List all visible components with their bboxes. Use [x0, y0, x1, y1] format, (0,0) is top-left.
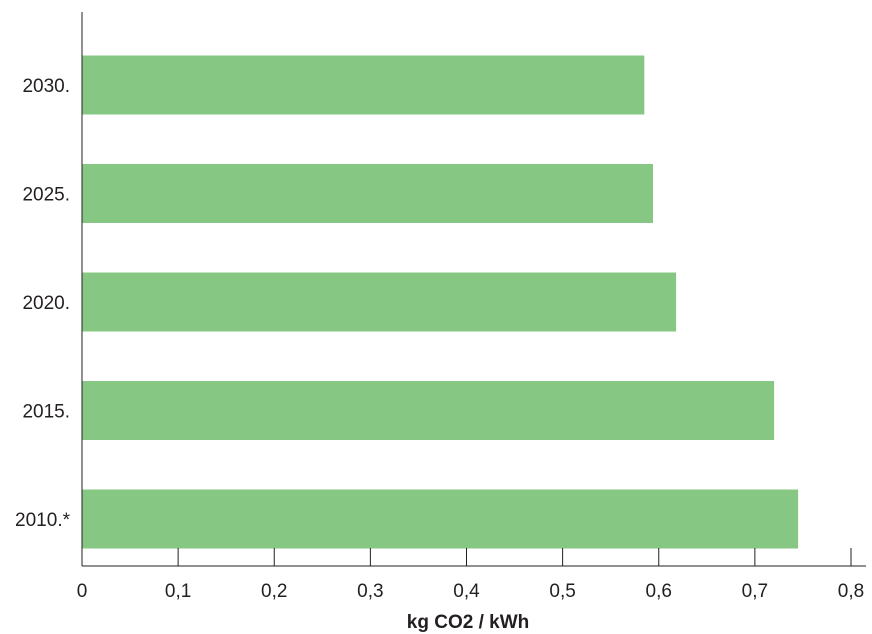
x-tick-label: 0,7 — [742, 581, 768, 602]
x-axis-label: kg CO2 / kWh — [407, 612, 529, 633]
y-tick-label: 2020. — [22, 293, 70, 314]
y-tick-label: 2015. — [22, 402, 70, 423]
y-tick-label: 2010.* — [15, 510, 71, 531]
x-tick-label: 0,6 — [646, 581, 672, 602]
bars-group — [82, 55, 799, 549]
x-tick-label: 0,4 — [453, 581, 480, 602]
x-tick-group: 0 0,1 0,2 0,3 0,4 0,5 0,6 0,7 0,8 — [77, 548, 864, 602]
x-tick-label: 0,8 — [838, 581, 864, 602]
y-tick-labels: 2030. 2025. 2020. 2015. 2010.* — [15, 76, 71, 531]
x-tick-label: 0,2 — [261, 581, 287, 602]
x-tick-label: 0,3 — [357, 581, 383, 602]
x-tick-label: 0,5 — [549, 581, 575, 602]
x-tick-label: 0 — [77, 581, 88, 602]
bar-2015 — [82, 381, 775, 440]
bar-2020 — [82, 272, 677, 332]
y-tick-label: 2030. — [22, 76, 70, 97]
bar-2025 — [82, 164, 653, 223]
y-tick-label: 2025. — [22, 185, 70, 206]
bar-2010 — [82, 489, 799, 549]
x-tick-label: 0,1 — [165, 581, 191, 602]
bar-2030 — [82, 55, 645, 115]
